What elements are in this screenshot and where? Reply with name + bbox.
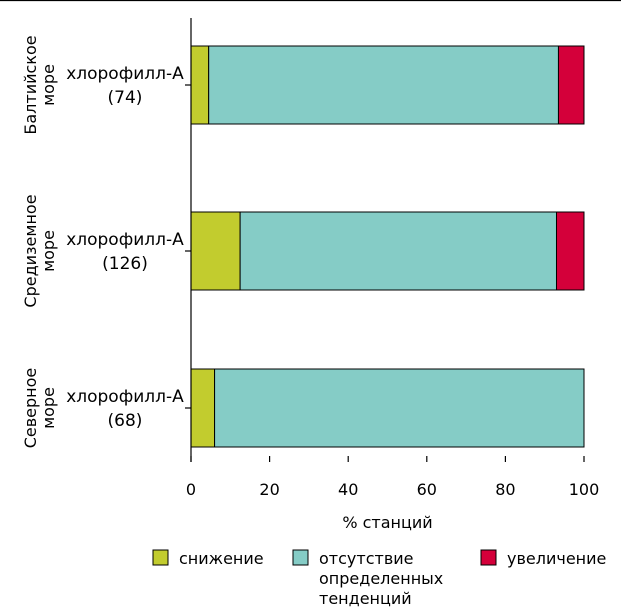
legend-label: увеличение [507, 549, 606, 568]
x-tick-label: 0 [186, 480, 196, 499]
bar-segment [190, 45, 210, 125]
legend-item: увеличение [480, 549, 606, 568]
legend-swatch [152, 549, 169, 566]
x-axis-title: % станций [342, 513, 432, 532]
x-tick-label: 60 [417, 480, 437, 499]
legend-label: снижение [179, 549, 264, 568]
group-label: Средиземноеморе [21, 194, 58, 307]
row-label: хлорофилл-А [66, 387, 184, 407]
legend-swatch [292, 549, 309, 566]
bar-segment [557, 45, 585, 125]
row-label: хлорофилл-А [66, 64, 184, 84]
legend-label: отсутствие [319, 549, 413, 568]
bar-segment [208, 45, 559, 125]
row-label: хлорофилл-А [66, 230, 184, 250]
legend-item: снижение [152, 549, 264, 568]
x-tick-label: 40 [338, 480, 358, 499]
x-tick-label: 80 [495, 480, 515, 499]
x-axis-ticks: 0 20 40 60 80 100 [186, 456, 599, 499]
row-count: (68) [108, 411, 143, 431]
bar-segment [555, 211, 585, 291]
x-tick-label: 100 [569, 480, 600, 499]
row-count: (126) [102, 254, 148, 274]
bar-segment [239, 211, 557, 291]
group-label: Северноеморе [21, 368, 58, 449]
bar-segment [190, 211, 241, 291]
bar-row: хлорофилл-А (68) Северноеморе [21, 368, 585, 449]
bar-segment [190, 368, 216, 448]
rows-layer: хлорофилл-А(74)Балтийскоеморехлорофилл-А… [21, 35, 585, 449]
bar-row: хлорофилл-А (126) Средиземноеморе [21, 194, 585, 308]
legend-swatch [480, 549, 497, 566]
row-count: (74) [108, 88, 143, 108]
group-label: Балтийскоеморе [21, 35, 58, 134]
bar-row: хлорофилл-А (74) Балтийскоеморе [21, 35, 585, 135]
legend-label: тенденций [319, 589, 412, 607]
bar-segment [214, 368, 585, 448]
legend-label: определенных [319, 569, 443, 588]
x-tick-label: 20 [259, 480, 279, 499]
